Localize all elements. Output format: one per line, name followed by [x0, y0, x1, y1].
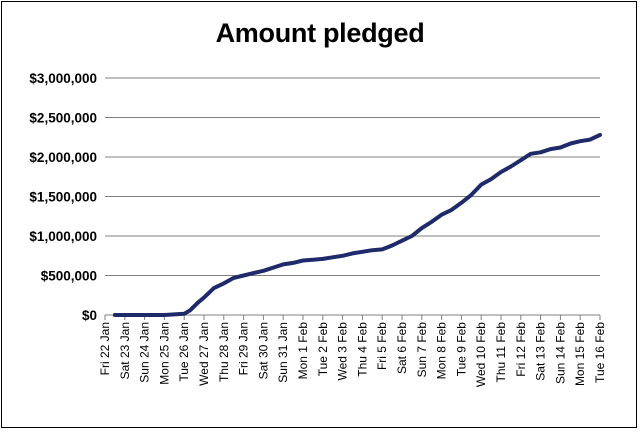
x-tick-label: Thu 11 Feb [494, 322, 508, 383]
gridlines [105, 77, 600, 316]
series-line [112, 132, 602, 317]
x-tick-label: Mon 8 Feb [435, 322, 449, 380]
x-tick-label: Sun 14 Feb [553, 322, 567, 384]
y-tick-label: $1,500,000 [29, 190, 97, 205]
x-tick-label: Thu 4 Feb [355, 322, 369, 377]
x-tick-label: Tue 9 Feb [454, 322, 468, 377]
x-tick-label: Sat 30 Jan [256, 322, 270, 379]
x-tick-label: Thu 28 Jan [217, 322, 231, 382]
x-tick-label: Wed 3 Feb [336, 322, 350, 381]
x-tick-label: Sun 24 Jan [138, 322, 152, 383]
y-tick-label: $2,500,000 [29, 111, 97, 126]
x-tick-label: Tue 2 Feb [316, 322, 330, 377]
series-layer [112, 132, 602, 317]
x-tick-label: Mon 1 Feb [296, 322, 310, 380]
x-tick-label: Mon 15 Feb [573, 322, 587, 386]
y-axis-tick-labels: $0 $500,000 $1,000,000 $1,500,000 $2,000,000… [29, 71, 97, 323]
x-tick-label: Tue 16 Feb [593, 322, 607, 383]
y-tick-label: $0 [82, 308, 97, 323]
x-tick-label: Sat 6 Feb [395, 322, 409, 374]
chart-title: Amount pledged [215, 18, 425, 48]
y-tick-label: $500,000 [41, 269, 97, 284]
x-tick-label: Sat 13 Feb [534, 322, 548, 381]
x-tick-label: Wed 27 Jan [197, 322, 211, 386]
x-tick-label: Fri 5 Feb [375, 322, 389, 370]
y-tick-label: $1,000,000 [29, 229, 97, 244]
x-tick-label: Sun 7 Feb [415, 322, 429, 378]
x-axis-tick-labels: Fri 22 Jan Sat 23 Jan Sun 24 Jan Mon 25 Jan… [98, 322, 607, 387]
x-tick-label: Sun 31 Jan [276, 322, 290, 383]
x-tick-label: Sat 23 Jan [118, 322, 132, 379]
x-tick-label: Fri 29 Jan [237, 322, 251, 375]
x-tick-label: Fri 22 Jan [98, 322, 112, 375]
x-tick-label: Fri 12 Feb [514, 322, 528, 377]
x-tick-label: Mon 25 Jan [157, 322, 171, 385]
y-tick-label: $2,000,000 [29, 150, 97, 165]
y-tick-label: $3,000,000 [29, 71, 97, 86]
x-tick-label: Tue 26 Jan [177, 322, 191, 382]
x-tick-label: Wed 10 Feb [474, 322, 488, 387]
